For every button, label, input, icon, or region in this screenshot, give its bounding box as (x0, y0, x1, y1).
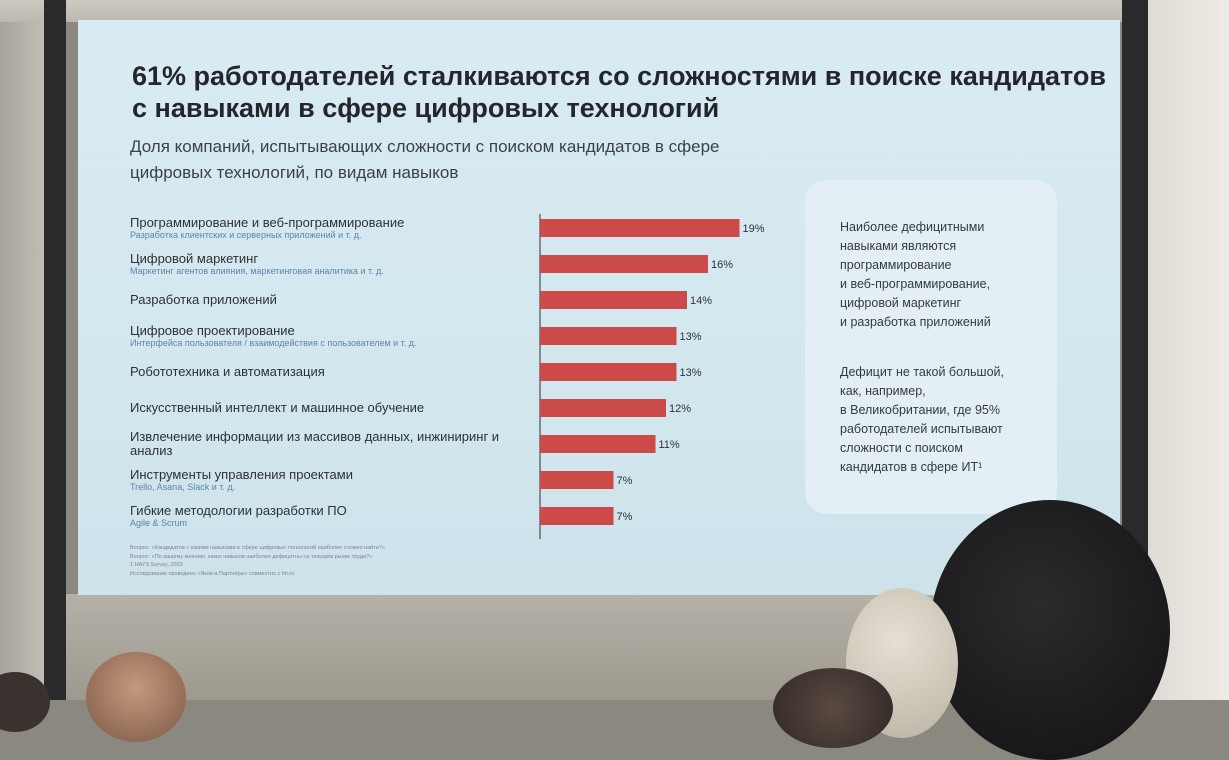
side-note-uk-comparison: Дефицит не такой большой, как, например,… (840, 365, 1004, 474)
chart-subtitle: Доля компаний, испытывающих сложности с … (130, 137, 720, 182)
value-label: 12% (669, 403, 691, 415)
bar (540, 507, 614, 525)
category-item: Цифровое проектирование Интерфейса пользо… (130, 323, 540, 349)
screen-frame-left (44, 0, 66, 700)
footnote-source: 1 HAYS Survey, 2023 (130, 562, 183, 568)
value-label: 11% (659, 439, 680, 451)
value-label: 13% (680, 367, 702, 379)
value-label: 19% (743, 223, 765, 235)
category-label: Программирование и веб-программирование (130, 215, 405, 230)
category-item: Инструменты управления проектами Trello, … (130, 467, 540, 493)
bar (540, 291, 687, 309)
bar (540, 399, 666, 417)
category-sublabel: Интерфейса пользователя / взаимодействия… (130, 338, 417, 348)
side-note-deficit-skills: Наиболее дефицитными навыками являются п… (840, 220, 991, 329)
footnote-question-2: Вопрос: «По вашему мнению, каких навыков… (130, 553, 373, 560)
category-item: Разработка приложений (130, 293, 540, 307)
category-item: Извлечение информации из массивов данных… (130, 430, 540, 458)
category-sublabel: Agile & Scrum (130, 518, 188, 528)
bar (540, 471, 614, 489)
category-label: Инструменты управления проектами (130, 467, 353, 482)
bar (540, 255, 708, 273)
bar (540, 327, 677, 345)
category-sublabel: Маркетинг агентов влияния, маркетинговая… (130, 266, 384, 276)
room-wall-left (0, 0, 44, 700)
audience-head (773, 668, 893, 748)
category-label: Цифровой маркетинг (130, 251, 259, 266)
value-label: 16% (711, 259, 733, 271)
category-sublabel: Trello, Asana, Slack и т. д. (130, 482, 236, 492)
category-item: Робототехника и автоматизация (130, 365, 540, 379)
bar-chart: 19% 16% 14% 13% 13% 12% 11% 7% 7% (539, 214, 765, 539)
bar (540, 219, 740, 237)
category-item: Цифровой маркетинг Маркетинг агентов влия… (130, 251, 540, 277)
bar (540, 435, 656, 453)
category-label: Цифровое проектирование (130, 323, 295, 338)
value-label: 14% (690, 295, 712, 307)
slide-title: 61% работодателей сталкиваются со сложно… (132, 61, 1107, 123)
category-label: Разработка приложений (130, 292, 277, 307)
projection-screen: 61% работодателей сталкиваются со сложно… (78, 20, 1120, 595)
bar (540, 363, 677, 381)
category-label: Извлечение информации из массивов данных… (130, 429, 500, 458)
value-label: 7% (617, 511, 633, 523)
value-label: 7% (617, 475, 633, 487)
audience-head (86, 652, 186, 742)
footnote-research: Исследование проведено «Яков и Партнёры»… (130, 570, 295, 577)
category-label: Робототехника и автоматизация (130, 364, 325, 379)
category-label: Искусственный интеллект и машинное обуче… (130, 400, 425, 415)
category-label: Гибкие методологии разработки ПО (130, 503, 347, 518)
audience-head (930, 500, 1170, 760)
footnote-question-1: Вопрос: «Кандидатов с какими навыками в … (130, 545, 385, 551)
side-panel: Наиболее дефицитными навыками являются п… (805, 180, 1057, 514)
room-ceiling (0, 0, 1229, 22)
value-label: 13% (680, 331, 702, 343)
category-sublabel: Разработка клиентских и серверных прилож… (130, 230, 362, 240)
category-item: Программирование и веб-программирование Р… (130, 215, 540, 241)
category-labels: Программирование и веб-программирование Р… (130, 216, 540, 536)
category-item: Искусственный интеллект и машинное обуче… (130, 401, 540, 415)
category-item: Гибкие методологии разработки ПО Agile & … (130, 503, 540, 529)
footnotes: Вопрос: «Кандидатов с какими навыками в … (130, 544, 550, 578)
